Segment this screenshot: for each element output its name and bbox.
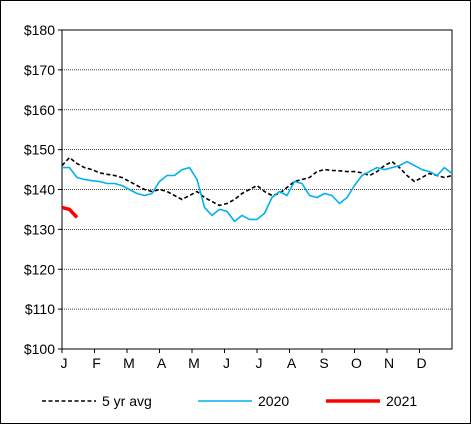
y-tick-label: $160 <box>24 102 55 118</box>
x-tick-label: D <box>416 355 426 371</box>
y-tick-label: $110 <box>25 301 55 317</box>
x-tick-label: S <box>319 355 328 371</box>
x-tick-label: J <box>223 355 230 371</box>
series-line-2 <box>61 205 79 219</box>
x-tick-label: F <box>92 355 101 371</box>
gridlines <box>62 69 452 310</box>
x-tick-label: A <box>157 355 167 371</box>
y-tick-label: $100 <box>24 341 55 357</box>
legend: 5 yr avg 2020 2021 <box>42 393 417 409</box>
y-tick-label: $120 <box>24 261 55 277</box>
y-tick-label: $170 <box>24 62 55 78</box>
y-tick-label: $180 <box>24 22 55 38</box>
x-tick-label: N <box>384 355 394 371</box>
series-lines <box>61 156 453 223</box>
series-line-0 <box>61 156 453 207</box>
y-tick-label: $150 <box>24 142 55 158</box>
legend-label: 2020 <box>258 393 289 409</box>
x-tick-label: M <box>188 355 200 371</box>
series-line-1 <box>62 160 453 223</box>
legend-label: 5 yr avg <box>102 393 152 409</box>
axes <box>58 29 453 353</box>
x-tick-label: O <box>351 355 362 371</box>
y-tick-label: $140 <box>24 182 55 198</box>
legend-label: 2021 <box>386 393 417 409</box>
y-axis-tick-labels: $100 $110 $120 $130 $140 $150 $160 $170 $180 <box>24 22 55 357</box>
x-tick-label: A <box>287 355 297 371</box>
y-tick-label: $130 <box>24 221 55 237</box>
x-tick-label: M <box>123 355 135 371</box>
x-tick-label: J <box>256 355 263 371</box>
x-tick-label: J <box>61 355 68 371</box>
